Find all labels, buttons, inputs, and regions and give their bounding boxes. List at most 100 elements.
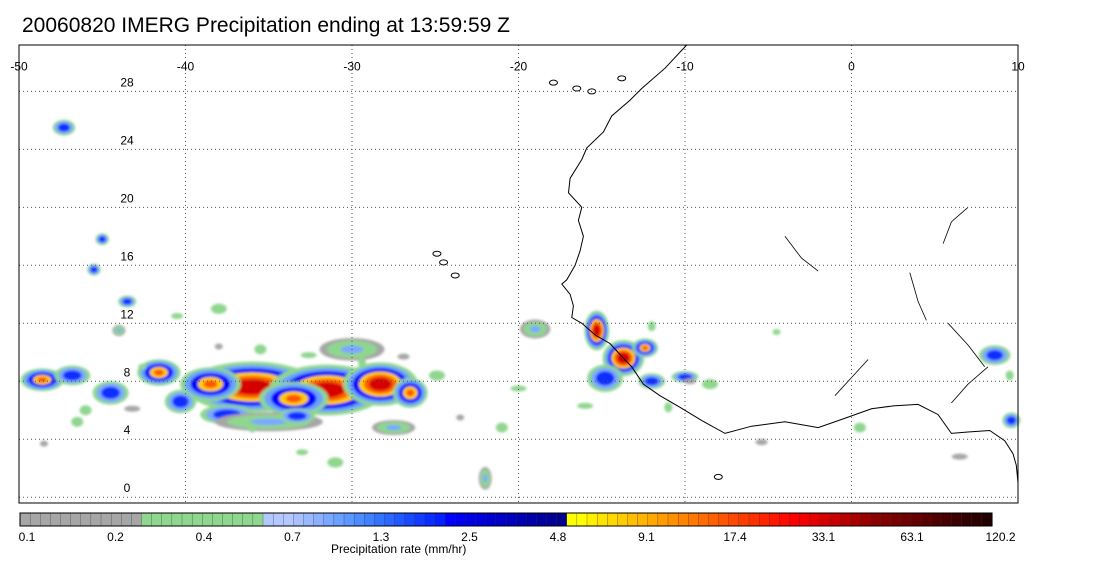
colorbar-swatch [860,512,872,527]
lon-tick-label: -20 [510,60,528,74]
colorbar-swatch [647,512,659,527]
colorbar-swatch [566,512,578,527]
colorbar-swatch [971,512,983,527]
precipitation-field [20,119,1021,490]
colorbar-swatch [131,512,143,527]
colorbar-swatch [728,512,740,527]
colorbar-swatch [920,512,932,527]
coastline [432,44,1019,483]
colorbar-swatch [799,512,811,527]
colorbar-swatch [698,512,710,527]
colorbar-swatch [880,512,892,527]
lat-tick-label: 24 [120,133,134,147]
colorbar-swatch [576,512,588,527]
colorbar-swatch [981,512,993,527]
colorbar-tick-label: 9.1 [638,530,655,544]
colorbar-swatch [586,512,598,527]
colorbar-swatch [961,512,973,527]
colorbar-tick-label: 120.2 [985,530,1015,544]
colorbar-swatch [374,512,386,527]
colorbar-swatch [890,512,902,527]
colorbar-swatch [779,512,791,527]
colorbar-swatch [70,512,82,527]
lon-tick-label: 0 [848,60,855,74]
colorbar-labels: 0.1 0.2 0.4 0.7 1.3 2.5 4.8 9.1 17.4 33.1 63.1 120.… [19,530,1016,544]
colorbar-swatch [941,512,953,527]
colorbar-swatch [819,512,831,527]
colorbar-swatch [19,512,31,527]
colorbar-swatch [272,512,284,527]
colorbar-swatch [50,512,62,527]
longitude-labels: -50 -40 -30 -20 -10 0 10 [10,60,1025,74]
colorbar-swatch [434,512,446,527]
lat-tick-label: 4 [124,423,131,437]
colorbar-swatch [333,512,345,527]
colorbar-tick-label: 0.7 [284,530,301,544]
lon-tick-label: -40 [177,60,195,74]
colorbar-swatch [40,512,51,527]
colorbar-swatch [839,512,851,527]
colorbar-swatch [293,512,305,527]
colorbar-swatch [809,512,821,527]
colorbar-swatch [627,512,639,527]
colorbar-title: Precipitation rate (mm/hr) [331,542,467,556]
colorbar-swatch [829,512,841,527]
colorbar-swatch [870,512,882,527]
colorbar-swatch [110,512,122,527]
lat-tick-label: 8 [124,365,131,379]
colorbar-swatch [617,512,629,527]
colorbar-swatch [252,512,264,527]
colorbar-tick-label: 2.5 [461,530,478,544]
colorbar-swatch [404,512,416,527]
latitude-labels: 28 24 20 16 12 8 4 0 [120,75,134,495]
colorbar-swatch [424,512,436,527]
lat-tick-label: 16 [120,249,134,263]
colorbar [19,512,993,527]
lon-tick-label: -50 [10,60,28,74]
colorbar-swatch [515,512,527,527]
colorbar-swatch [505,512,517,527]
colorbar-swatch [758,512,770,527]
colorbar-swatch [364,512,375,527]
colorbar-swatch [353,512,365,527]
colorbar-swatch [303,512,315,527]
colorbar-swatch [343,512,355,527]
colorbar-tick-label: 0.4 [196,530,213,544]
colorbar-swatch [667,512,679,527]
colorbar-swatch [900,512,912,527]
colorbar-swatch [283,512,294,527]
colorbar-swatch [313,512,325,527]
colorbar-swatch [556,512,568,527]
colorbar-swatch [657,512,669,527]
colorbar-swatch [738,512,750,527]
colorbar-swatch [121,512,132,527]
lat-tick-label: 0 [124,481,131,495]
colorbar-swatch [637,512,649,527]
colorbar-swatch [90,512,102,527]
colorbar-swatch [171,512,183,527]
lon-tick-label: -30 [343,60,361,74]
colorbar-swatch [475,512,487,527]
colorbar-swatch [232,512,244,527]
colorbar-tick-label: 33.1 [812,530,836,544]
colorbar-swatch [29,512,41,527]
colorbar-swatch [60,512,72,527]
colorbar-swatch [202,512,213,527]
colorbar-swatch [850,512,861,527]
colorbar-swatch [688,512,699,527]
colorbar-swatch [607,512,618,527]
colorbar-tick-label: 0.1 [19,530,36,544]
colorbar-swatch [708,512,720,527]
colorbar-swatch [546,512,558,527]
colorbar-swatch [465,512,477,527]
lat-tick-label: 20 [120,191,134,205]
colorbar-swatch [718,512,730,527]
colorbar-swatch [141,512,153,527]
colorbar-swatch [323,512,335,527]
colorbar-swatch [596,512,608,527]
colorbar-swatch [526,512,537,527]
colorbar-swatch [384,512,396,527]
lon-tick-label: 10 [1011,60,1025,74]
colorbar-swatch [445,512,456,527]
